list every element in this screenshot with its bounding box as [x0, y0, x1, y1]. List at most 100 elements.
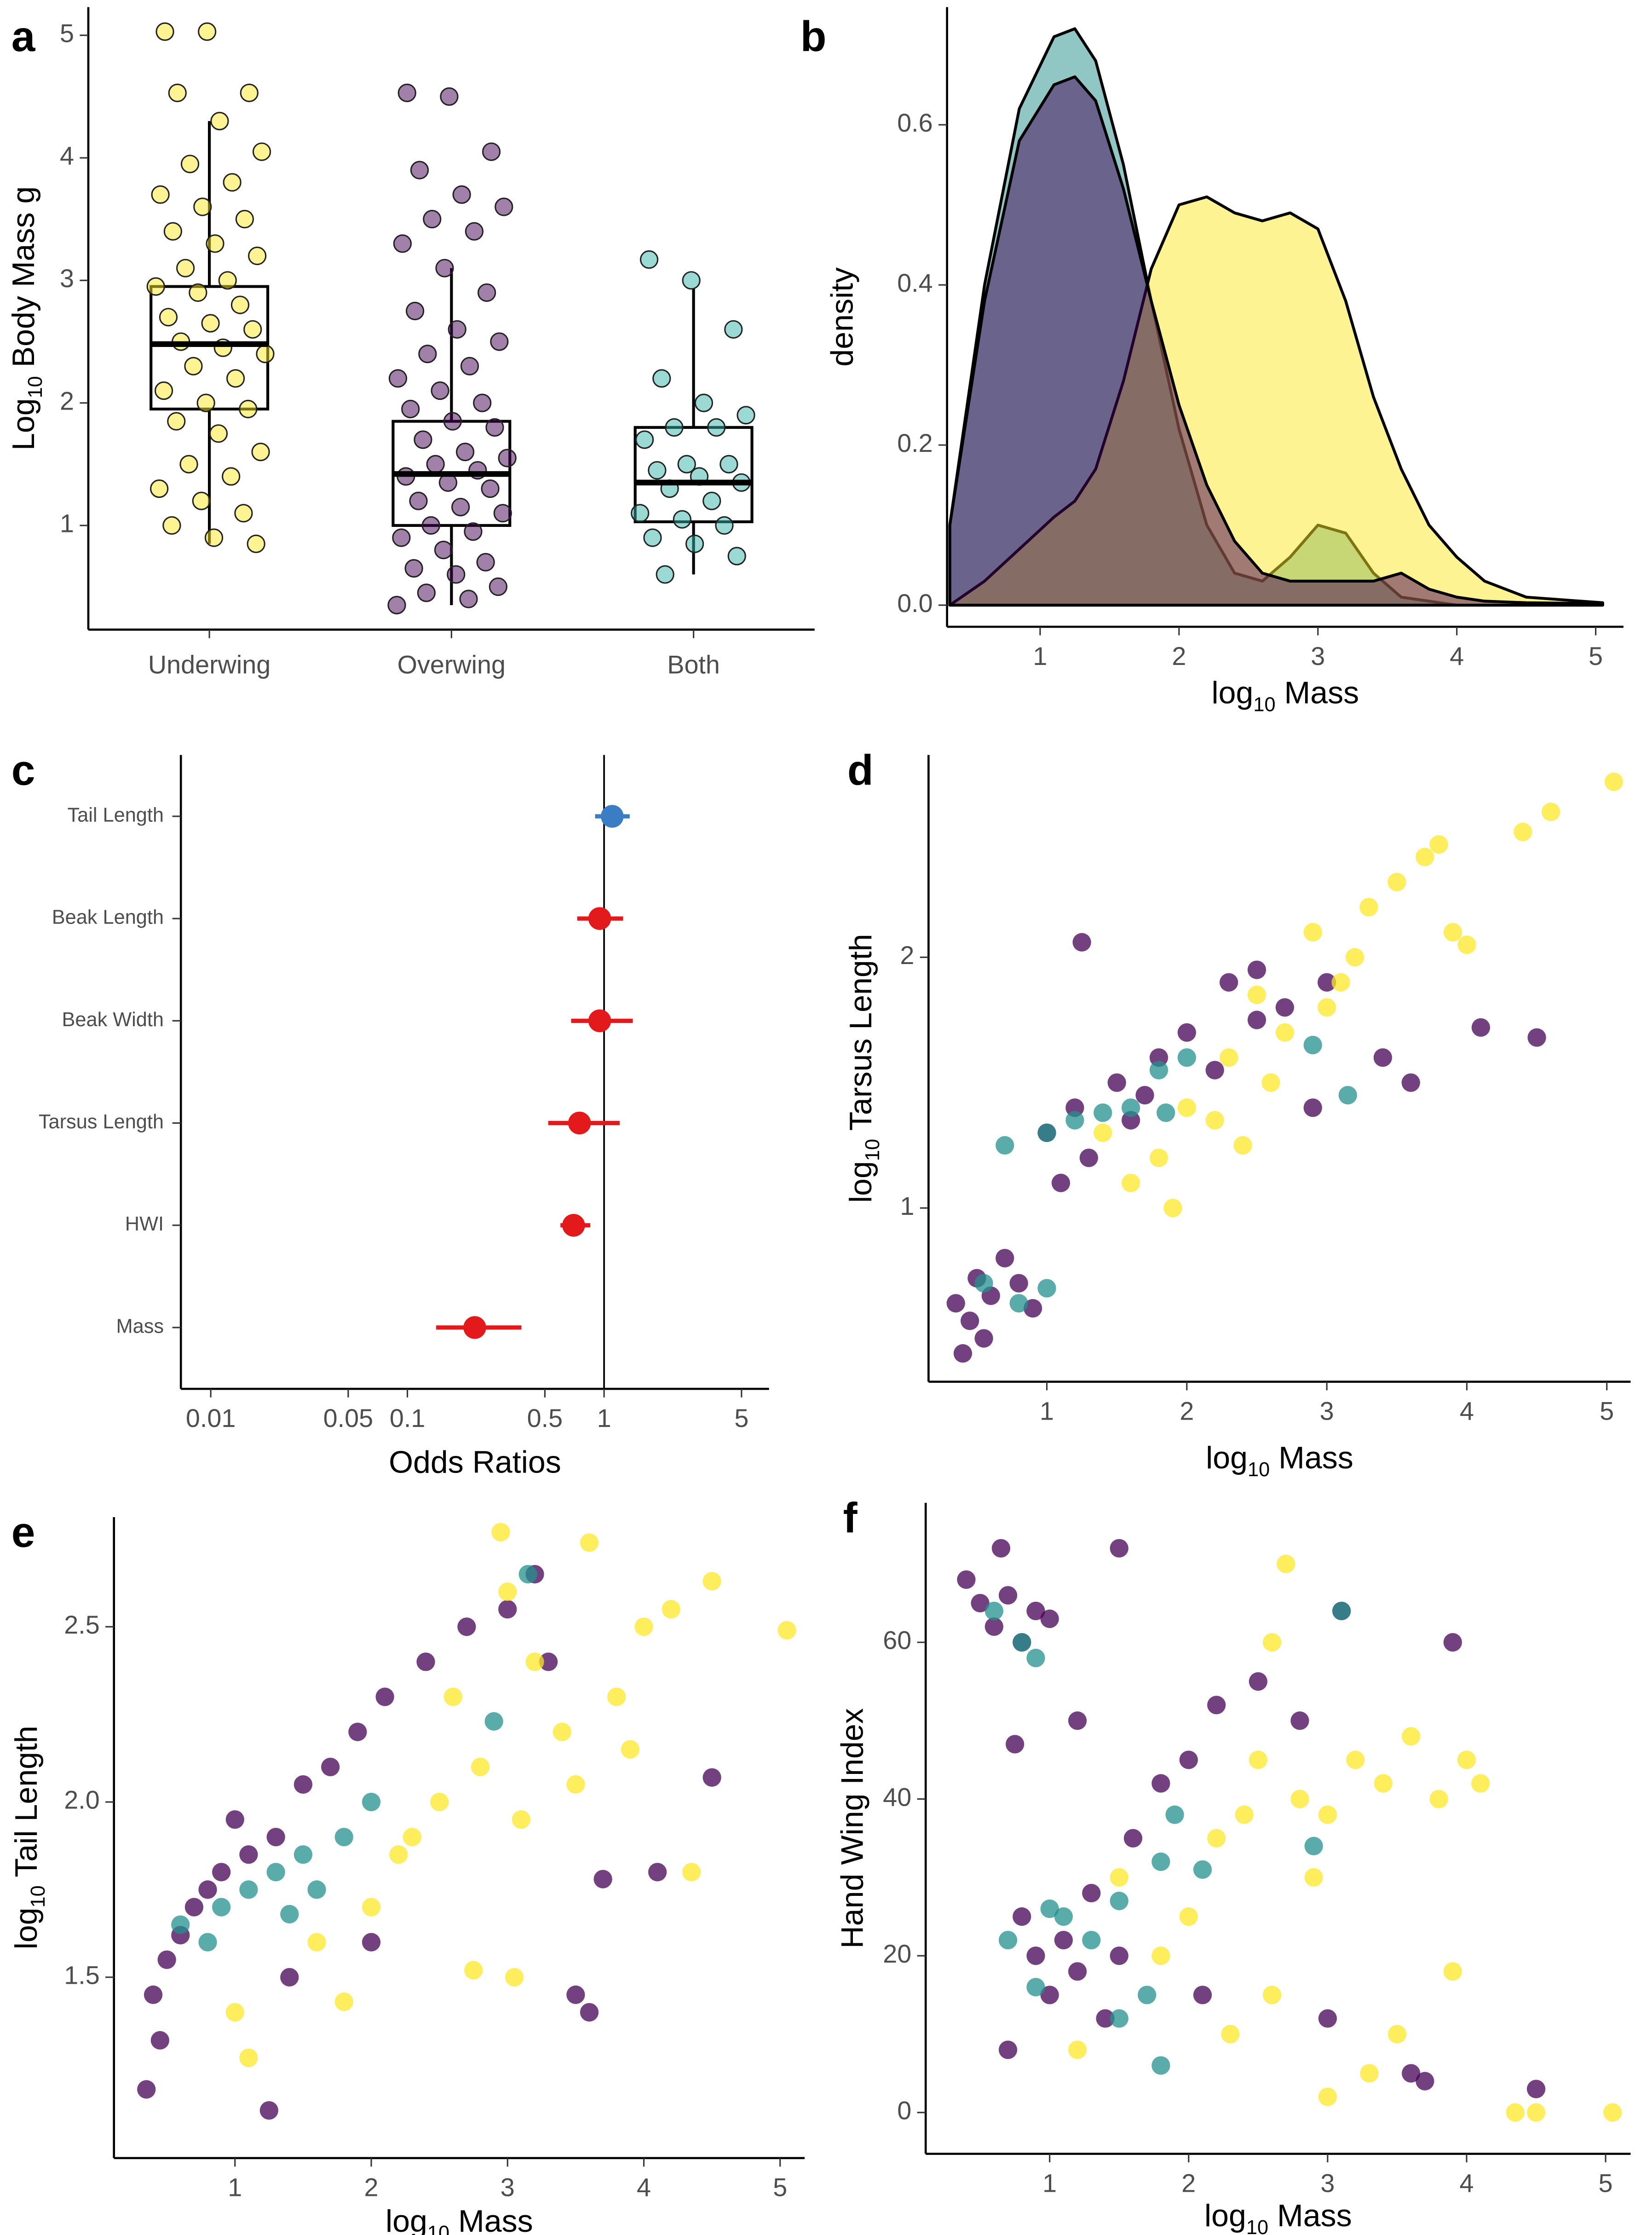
- point: [266, 1863, 285, 1882]
- point: [171, 1915, 190, 1934]
- point: [416, 1652, 435, 1671]
- point: [443, 412, 462, 431]
- point: [1471, 1018, 1491, 1037]
- point: [539, 1652, 558, 1671]
- point: [1179, 1750, 1198, 1769]
- point: [435, 259, 454, 277]
- point: [1205, 1061, 1224, 1080]
- point: [996, 1249, 1014, 1268]
- point: [673, 510, 691, 529]
- y-tick-label: 4: [60, 142, 74, 170]
- point: [440, 87, 459, 106]
- x-axis-title-part: Mass: [449, 2204, 533, 2235]
- y-axis-title-part: 10: [27, 1885, 49, 1907]
- point: [1207, 1696, 1226, 1715]
- point: [198, 1933, 217, 1952]
- x-tick-label: 3: [1311, 642, 1325, 670]
- point: [1138, 1986, 1157, 2004]
- y-axis-title-part: 10: [862, 1139, 884, 1161]
- point: [1068, 1711, 1087, 1730]
- point: [239, 2048, 258, 2068]
- point: [184, 1898, 204, 1917]
- point: [1277, 1554, 1295, 1573]
- point: [562, 1213, 585, 1237]
- point: [566, 1985, 585, 2004]
- point: [1026, 1946, 1045, 1965]
- panel-letter: b: [800, 12, 827, 60]
- point: [715, 516, 734, 535]
- y-tick-label: 0.6: [897, 109, 932, 137]
- point: [1247, 960, 1266, 979]
- point: [392, 528, 411, 547]
- x-axis-title-part: Mass: [1268, 2198, 1352, 2233]
- y-tick-label: 2: [900, 941, 914, 970]
- point: [1318, 1805, 1337, 1824]
- point: [362, 1933, 381, 1952]
- point: [252, 142, 271, 161]
- point: [389, 1845, 408, 1864]
- point: [417, 583, 436, 602]
- y-axis-title: log10 Tail Length: [9, 1726, 49, 1949]
- point: [409, 491, 428, 510]
- x-axis-title-part: 10: [1248, 1459, 1270, 1481]
- point: [707, 418, 726, 437]
- panel-letter: e: [12, 1508, 35, 1556]
- point: [656, 565, 674, 584]
- y-axis-title-part: log: [843, 1161, 878, 1203]
- point: [1079, 1149, 1098, 1167]
- point: [1374, 1774, 1393, 1793]
- point: [1275, 998, 1294, 1017]
- box: [633, 426, 754, 524]
- point: [225, 2003, 244, 2022]
- point: [593, 1870, 612, 1888]
- y-tick-label: Tail Length: [67, 804, 164, 826]
- point: [1151, 1852, 1170, 1871]
- point: [1082, 1883, 1101, 1903]
- point: [665, 418, 684, 437]
- panel-letter: c: [12, 746, 35, 794]
- point: [426, 455, 445, 474]
- x-tick-label: 0.1: [390, 1404, 425, 1432]
- point: [234, 504, 253, 523]
- point: [1303, 1098, 1322, 1117]
- point: [702, 491, 721, 510]
- point: [1220, 1048, 1238, 1067]
- point: [634, 1617, 653, 1636]
- point: [1220, 973, 1238, 992]
- point: [307, 1880, 326, 1899]
- point: [1207, 1829, 1226, 1848]
- point: [1082, 1931, 1101, 1950]
- point: [1262, 1633, 1282, 1652]
- point: [248, 246, 267, 266]
- point: [1359, 898, 1378, 917]
- point: [189, 283, 207, 302]
- point: [1332, 1601, 1351, 1620]
- panel-letter: d: [847, 746, 874, 794]
- point: [1262, 1986, 1282, 2004]
- point: [580, 1533, 599, 1552]
- point: [1026, 1648, 1045, 1668]
- x-tick-label: 5: [1589, 642, 1603, 670]
- point: [348, 1722, 367, 1741]
- point: [259, 2101, 278, 2120]
- point: [421, 516, 440, 535]
- point: [588, 1009, 611, 1033]
- point: [150, 2031, 169, 2050]
- point: [1149, 1061, 1168, 1080]
- point: [1205, 1111, 1224, 1130]
- point: [1303, 1035, 1322, 1055]
- point: [226, 369, 245, 388]
- point: [493, 504, 512, 523]
- x-tick-label: 5: [1600, 1397, 1614, 1426]
- point: [1233, 1136, 1252, 1155]
- point: [720, 455, 738, 474]
- point: [144, 1985, 163, 2004]
- point: [1051, 1173, 1071, 1192]
- point: [1235, 1805, 1254, 1824]
- x-tick-label: 1: [1042, 2169, 1057, 2197]
- point: [682, 271, 701, 290]
- panel-letter: a: [12, 12, 36, 60]
- x-tick-label: 4: [1450, 642, 1464, 670]
- y-tick-label: 2.5: [64, 1611, 99, 1639]
- point: [580, 2003, 599, 2022]
